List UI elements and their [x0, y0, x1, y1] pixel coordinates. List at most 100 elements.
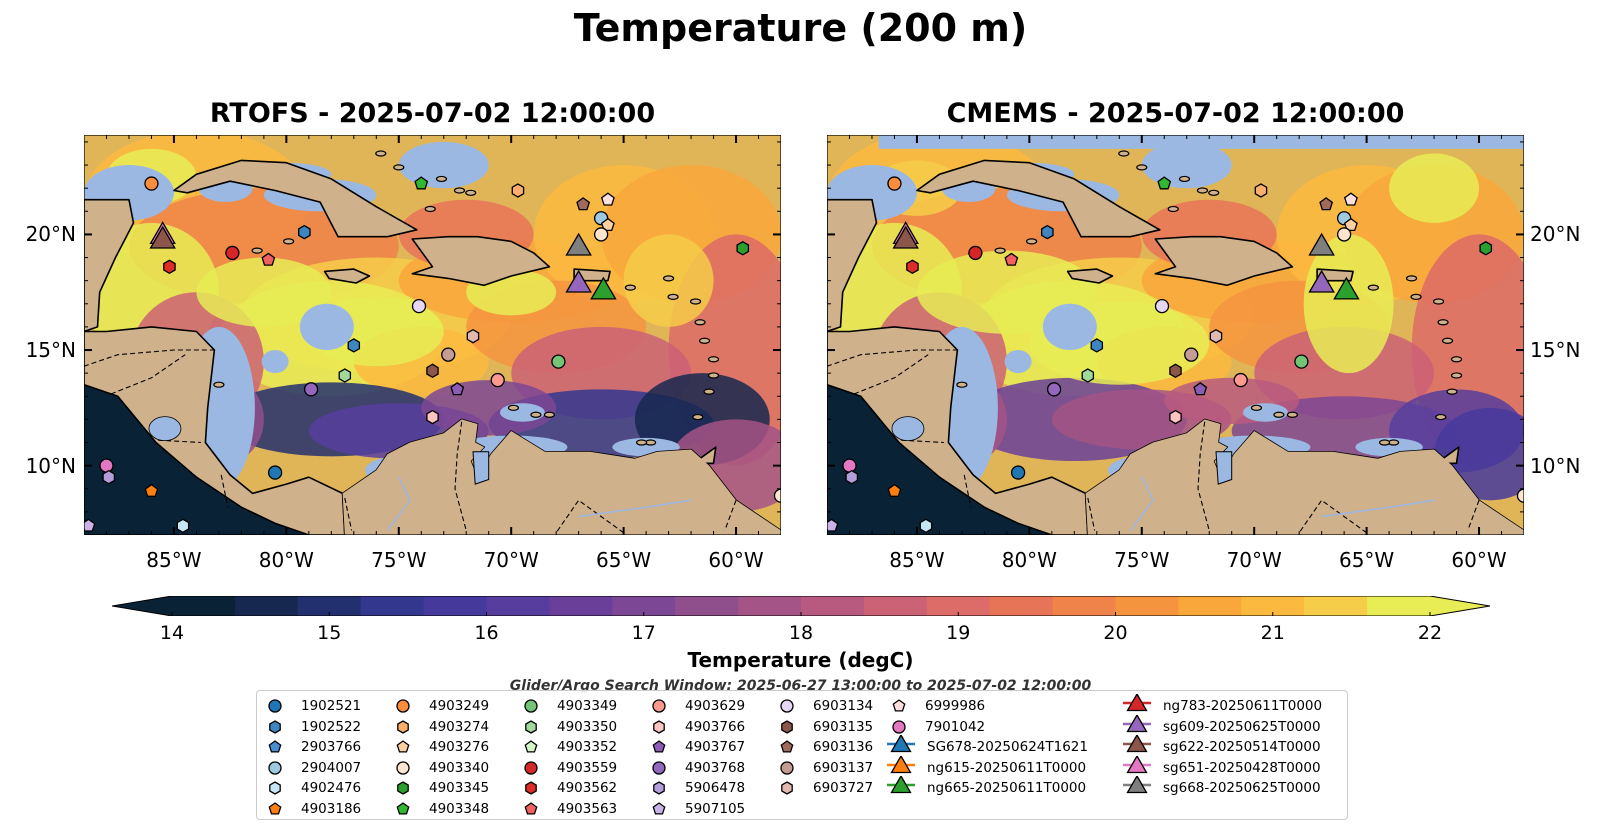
- glider-sg622-20250514T0000: [892, 225, 919, 249]
- panel-title-rtofs: RTOFS - 2025-07-02 12:00:00: [209, 98, 656, 129]
- rtofs-map: [84, 135, 781, 535]
- float-4902476: [919, 518, 933, 534]
- legend-circle-marker: [652, 699, 666, 713]
- legend-label: 4903767: [685, 739, 746, 755]
- legend-label: 2903766: [301, 739, 362, 755]
- legend-label: 1902522: [301, 718, 362, 735]
- colorbar-segment: [675, 596, 739, 616]
- legend-label: ng783-20250611T0000: [1163, 698, 1323, 714]
- float-6903727: [1209, 328, 1223, 344]
- legend-label: sg622-20250514T0000: [1163, 739, 1321, 755]
- float-1902522: [298, 224, 311, 240]
- lon-tick-label: 80°W: [258, 548, 314, 572]
- glider-ng665-20250611T0000: [1333, 276, 1360, 300]
- legend-circle-marker: [652, 760, 666, 775]
- float-6999986: [1343, 192, 1358, 206]
- legend-circle-marker: [268, 699, 282, 713]
- float-4903562: [163, 259, 176, 275]
- tick-marks: [84, 135, 781, 535]
- legend-label: sg651-20250428T0000: [1163, 759, 1321, 776]
- legend-circle-marker: [780, 699, 794, 713]
- legend-triangle-marker: [1126, 714, 1148, 732]
- legend: 1902521 1902522 2903766 2904007 4902476 49031…: [256, 690, 1348, 820]
- lat-tick-label-right: 20°N: [1530, 222, 1581, 247]
- legend-label: 4903352: [557, 739, 618, 755]
- small-islands: [956, 150, 1463, 446]
- float-4903274: [511, 183, 525, 198]
- colorbar-label: Temperature (degC): [687, 648, 914, 672]
- legend-label: 4903274: [429, 718, 490, 735]
- legend-hexagon-marker: [525, 781, 537, 795]
- float-4902476: [176, 518, 190, 534]
- float-4903276: [600, 217, 615, 232]
- colorbar-segment: [486, 596, 550, 616]
- float-4903562: [906, 259, 919, 275]
- legend-hexagon-marker: [269, 781, 281, 795]
- float-1902521: [1010, 465, 1026, 480]
- legend-hexagon-marker: [781, 719, 793, 734]
- float-4903340: [593, 227, 609, 242]
- lon-tick-label: 75°W: [371, 548, 427, 572]
- float-4903349: [551, 354, 566, 369]
- legend-circle-marker: [524, 760, 538, 775]
- legend-label: 4903340: [429, 759, 490, 776]
- legend-circle-marker: [524, 699, 538, 713]
- lon-tick-label: 60°W: [708, 548, 764, 572]
- float-4903345: [1479, 241, 1493, 256]
- legend-circle-marker: [396, 699, 410, 713]
- lat-tick-label-right: 10°N: [1530, 453, 1581, 478]
- float-4903768: [303, 382, 319, 397]
- float-4903350: [338, 368, 352, 383]
- country-borders: [84, 349, 737, 534]
- legend-hexagon-marker: [397, 719, 409, 734]
- legend-label: 6903135: [813, 718, 874, 735]
- legend-label: 4903766: [685, 718, 746, 735]
- float-6903135: [1169, 363, 1182, 379]
- colorbar-tick-label: 20: [1103, 622, 1128, 644]
- lon-tick-label: 80°W: [1001, 548, 1057, 572]
- colorbar-tick-label: 14: [159, 622, 185, 644]
- lon-tick-label: 70°W: [1226, 548, 1282, 572]
- legend-triangle-marker: [1126, 735, 1148, 753]
- lon-tick-label: 70°W: [483, 548, 539, 572]
- float-4903348: [414, 176, 429, 190]
- legend-hexagon-marker: [269, 719, 281, 734]
- legend-pentagon-marker: [652, 801, 666, 815]
- glider-sg668-20250625T0000: [565, 232, 592, 256]
- float-4903340: [1516, 488, 1524, 503]
- legend-circle-marker: [892, 719, 906, 734]
- float-5907105: [827, 518, 839, 532]
- colorbar-segment: [549, 596, 613, 616]
- glider-sg622-20250514T0000: [149, 225, 176, 249]
- legend-label: 4902476: [301, 780, 362, 796]
- legend-label: 4903276: [429, 739, 490, 755]
- legend-label: 4903563: [557, 800, 618, 817]
- float-1902522: [1041, 224, 1054, 240]
- legend-label: 7901042: [925, 718, 986, 735]
- country-borders: [827, 349, 1480, 534]
- float-4903186: [144, 483, 159, 497]
- cmems-map: [827, 135, 1524, 535]
- colorbar-segment: [926, 596, 991, 616]
- float-4903249: [887, 176, 902, 191]
- pacific-ocean: [827, 383, 1053, 535]
- colorbar-segment: [172, 596, 236, 616]
- float-4903563: [261, 252, 276, 266]
- legend-label: 4903768: [685, 759, 746, 776]
- glider-sg609-20250625T0000: [565, 269, 592, 293]
- colorbar-segment: [1115, 596, 1179, 616]
- legend-circle-marker: [396, 760, 410, 775]
- float-6903137: [441, 347, 456, 362]
- float-4903559: [968, 245, 983, 261]
- legend-pentagon-marker: [396, 801, 410, 815]
- legend-label: 4903249: [429, 698, 490, 714]
- float-1902522: [347, 338, 361, 353]
- lon-tick-label: 60°W: [1451, 548, 1507, 572]
- no-data-strip: [878, 135, 1524, 149]
- float-6999986: [600, 192, 615, 206]
- float-6903136: [576, 197, 591, 211]
- colorbar-segment: [360, 596, 425, 616]
- land: [84, 159, 781, 535]
- legend-hexagon-marker: [397, 781, 409, 795]
- colorbar-segment: [297, 596, 362, 616]
